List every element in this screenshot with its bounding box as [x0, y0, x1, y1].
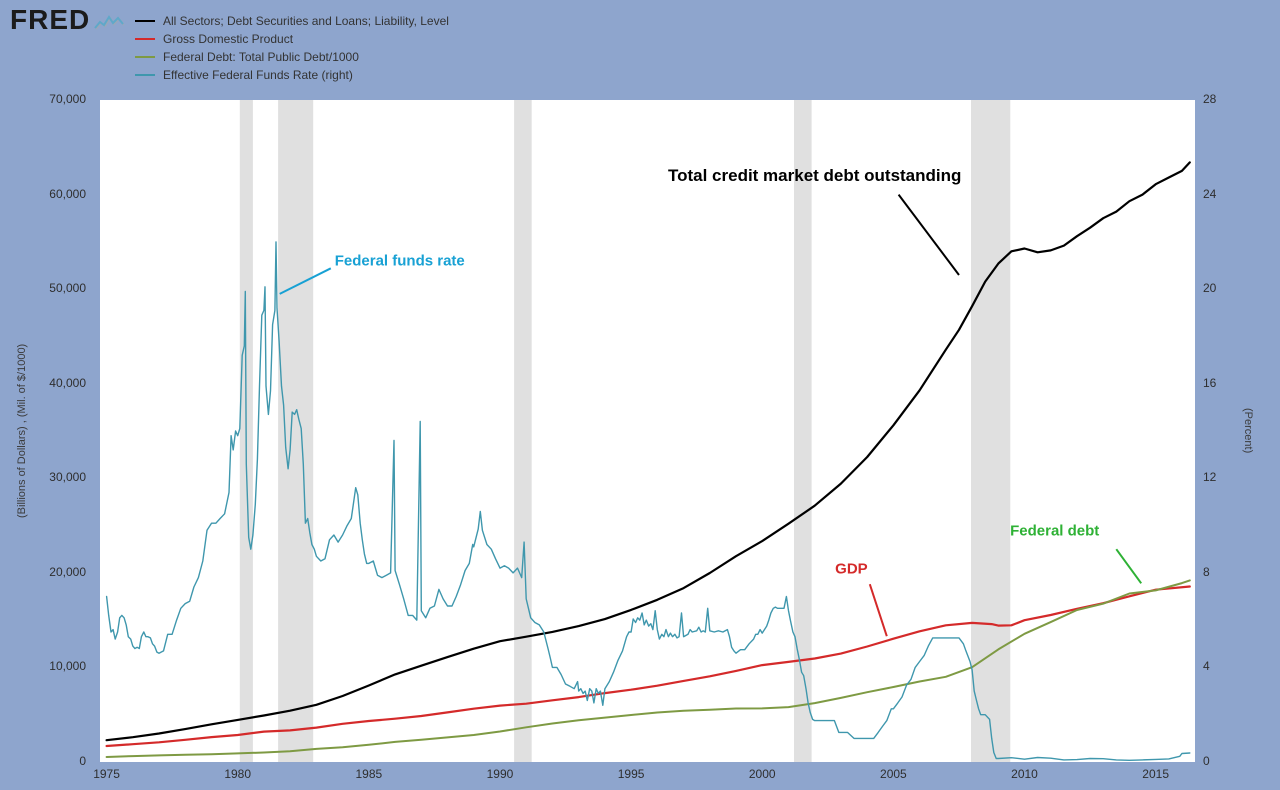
y-left-tick-label: 30,000: [49, 470, 86, 485]
legend: All Sectors; Debt Securities and Loans; …: [135, 12, 449, 84]
x-axis-tick-label: 2010: [1011, 767, 1038, 781]
annotation-pointer-2: [868, 583, 888, 637]
legend-swatch-icon: [135, 74, 155, 76]
plot-area: Total credit market debt outstanding Fed…: [100, 100, 1195, 762]
x-axis-tick-label: 1990: [486, 767, 514, 781]
recession-band: [794, 100, 812, 762]
annotation-federal-debt: Federal debt: [1010, 522, 1100, 540]
y-right-tick-label: 20: [1203, 281, 1217, 296]
y-left-tick-label: 40,000: [49, 375, 86, 390]
x-axis-tick-label: 1980: [224, 767, 252, 781]
x-axis-tick-label: 1995: [617, 767, 645, 781]
legend-item-label: Effective Federal Funds Rate (right): [163, 68, 353, 82]
annotation-federal-funds-rate: Federal funds rate: [334, 252, 465, 270]
y-right-tick-label: 12: [1203, 470, 1217, 485]
y-left-tick-label: 50,000: [49, 281, 86, 296]
x-axis-tick-labels: 1975 1980 1985 1990 1995 2000 2005 2010 2015: [93, 762, 1195, 790]
recession-band: [278, 100, 314, 762]
series-line-0: [105, 161, 1191, 742]
x-axis-tick-label: 1975: [93, 767, 120, 781]
recession-band: [514, 100, 532, 762]
legend-item-federal-debt: Federal Debt: Total Public Debt/1000: [135, 48, 449, 66]
legend-item-fed-funds-rate: Effective Federal Funds Rate (right): [135, 66, 449, 84]
y-right-tick-label: 8: [1203, 564, 1210, 579]
legend-item-debt-securities: All Sectors; Debt Securities and Loans; …: [135, 12, 449, 30]
y-left-tick-label: 0: [79, 754, 86, 768]
annotation-pointer-0: [897, 193, 960, 276]
legend-item-gdp: Gross Domestic Product: [135, 30, 449, 48]
legend-item-label: Federal Debt: Total Public Debt/1000: [163, 50, 359, 64]
y-left-tick-label: 20,000: [49, 564, 86, 579]
y-right-tick-label: 16: [1203, 375, 1217, 390]
x-axis-tick-label: 2015: [1142, 767, 1169, 781]
recession-band: [971, 100, 1011, 762]
series-line-3: [105, 241, 1191, 761]
y-right-axis-title: (Percent): [1242, 408, 1254, 454]
y-right-tick-label: 0: [1203, 754, 1210, 768]
legend-item-label: All Sectors; Debt Securities and Loans; …: [163, 14, 449, 28]
fred-sparkline-icon: [94, 15, 125, 30]
annotation-pointer-3: [1115, 548, 1143, 584]
series-line-2: [105, 579, 1191, 758]
y-left-tick-labels: 0 10,000 20,000 30,000 40,000 50,000 60,000 70,…: [0, 92, 92, 768]
annotation-pointer-1: [279, 267, 332, 295]
x-axis-tick-label: 2000: [748, 767, 776, 781]
y-right-tick-label: 4: [1203, 659, 1210, 674]
legend-swatch-icon: [135, 20, 155, 22]
annotation-gdp: GDP: [835, 560, 868, 578]
x-axis-tick-label: 2005: [880, 767, 907, 781]
y-left-tick-label: 60,000: [49, 186, 86, 201]
legend-item-label: Gross Domestic Product: [163, 32, 294, 46]
y-left-tick-label: 10,000: [49, 659, 86, 674]
series-line-1: [105, 585, 1191, 748]
y-right-tick-label: 28: [1203, 92, 1217, 106]
chart-svg: [105, 100, 1191, 762]
y-right-tick-label: 24: [1203, 186, 1217, 201]
fred-logo-text: FRED: [10, 4, 91, 35]
legend-swatch-icon: [135, 56, 155, 58]
fred-logo: FRED: [10, 4, 125, 35]
y-left-tick-label: 70,000: [49, 92, 86, 106]
y-right-tick-labels: 0 4 8 12 16 20 24 28: [1197, 92, 1277, 768]
legend-swatch-icon: [135, 38, 155, 40]
x-axis-tick-label: 1985: [355, 767, 383, 781]
annotation-total-credit-market-debt: Total credit market debt outstanding: [667, 165, 962, 185]
